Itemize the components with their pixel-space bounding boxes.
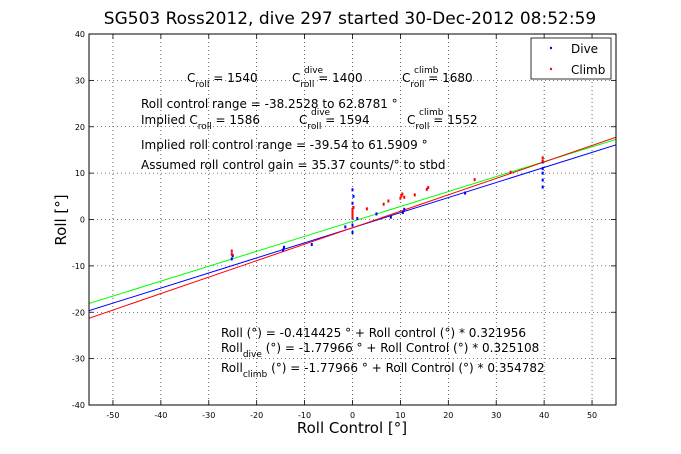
y-tick-label: 10 [75,169,85,178]
y-tick-label: -10 [72,262,85,271]
x-tick-label: -40 [154,411,167,420]
annotation-c-roll: Croll = 1540 [187,71,258,90]
point-dive [464,191,467,195]
x-tick-label: 10 [395,411,405,420]
point-dive [401,211,404,215]
point-climb [473,178,476,182]
point-climb [230,252,233,256]
annotation-c-roll-dive-sup: dive [304,66,324,76]
legend-marker-dive [549,46,553,50]
point-climb [387,199,390,203]
legend-label-dive: Dive [571,42,598,56]
point-dive [344,225,347,229]
annotation-implied-c-roll: Implied Croll = 1586 [141,113,260,132]
chart-title: SG503 Ross2012, dive 297 started 30-Dec-… [104,9,596,29]
y-tick-label: -20 [72,308,85,317]
point-climb [427,186,430,190]
x-tick-label: -30 [202,411,215,420]
point-climb [400,194,403,198]
point-dive [375,212,378,216]
annotation-fit-climb: Rollclimb (°) = -1.77966 ° + Roll Contro… [221,361,545,380]
point-climb [351,213,354,217]
x-tick-label: -20 [250,411,263,420]
point-climb [351,215,354,219]
point-climb [399,196,402,200]
y-tick-label: -40 [72,401,85,410]
point-dive [351,223,354,227]
x-tick-label: 40 [539,411,549,420]
point-dive [310,243,313,247]
point-dive [541,178,544,182]
y-tick-label: 0 [80,216,85,225]
point-dive [351,188,354,192]
point-dive [230,257,233,261]
point-dive [403,207,406,211]
legend: Dive Climb [530,37,612,80]
annotation-c-roll-climb-sup: climb [414,66,439,76]
y-tick-label: 20 [75,123,85,132]
axis-ticks: -50 -40 -30 -20 -10 0 10 20 30 40 50 -40 -30 -20 -10 0 1… [72,30,616,420]
point-climb [351,211,354,215]
fit-lines [89,136,616,319]
x-tick-label: 30 [491,411,501,420]
annotation-implied-c-roll-dive: Croll = 1594 [299,113,370,132]
point-dive [282,245,285,249]
point-dive [541,171,544,175]
x-tick-label: -10 [298,411,311,420]
annotation-implied-c-roll-climb: Croll = 1552 [407,113,478,132]
y-tick-label: 40 [75,30,85,39]
point-climb [382,202,385,206]
x-tick-label: 0 [350,411,355,420]
point-climb [365,207,368,211]
annotation-implied-c-roll-dive-sup: dive [311,108,331,118]
data-points [230,156,544,261]
point-climb [351,209,354,213]
annotation-fit-all: Roll (°) = -0.414425 ° + Roll control (°… [221,326,526,340]
point-dive [541,166,544,170]
legend-marker-climb [549,67,553,71]
y-tick-label: -30 [72,355,85,364]
x-tick-label: -50 [106,411,119,420]
point-dive [356,217,359,221]
point-dive [351,201,354,205]
annotation-c-roll-dive: Croll = 1400 [292,71,363,90]
point-climb [509,170,512,174]
y-axis-label: Roll [°] [52,194,70,245]
annotation-c-roll-climb: Croll = 1680 [402,71,473,90]
x-tick-label: 20 [443,411,453,420]
point-climb [352,205,355,209]
point-climb [413,193,416,197]
fit-line [89,136,616,319]
annotation-fit-dive: Rolldive (°) = -1.77966 ° + Roll Control… [221,341,539,360]
plot-frame [88,33,617,406]
annotation-gain: Assumed roll control gain = 35.37 counts… [141,158,446,172]
point-dive [389,215,392,219]
point-climb [541,156,544,160]
fit-line [89,138,616,305]
point-climb [425,187,428,191]
point-climb [541,159,544,163]
x-tick-label: 50 [587,411,597,420]
point-dive [351,230,354,234]
point-climb [401,192,404,196]
annotation-implied-range: Implied roll control range = -39.54 to 6… [141,138,428,152]
x-axis-label: Roll Control [°] [297,419,407,437]
point-climb [403,195,406,199]
annotations: Croll = 1540 Croll = 1400 dive Croll = 1… [141,66,545,380]
y-tick-label: 30 [75,76,85,85]
point-dive [541,185,544,189]
annotation-roll-control-range: Roll control range = -38.2528 to 62.8781… [141,97,398,111]
point-dive [282,248,285,252]
annotation-implied-c-roll-climb-sup: climb [419,108,444,118]
legend-box [530,37,612,80]
legend-label-climb: Climb [571,63,605,77]
point-dive [352,194,355,198]
point-climb [230,249,233,253]
point-climb [351,207,354,211]
